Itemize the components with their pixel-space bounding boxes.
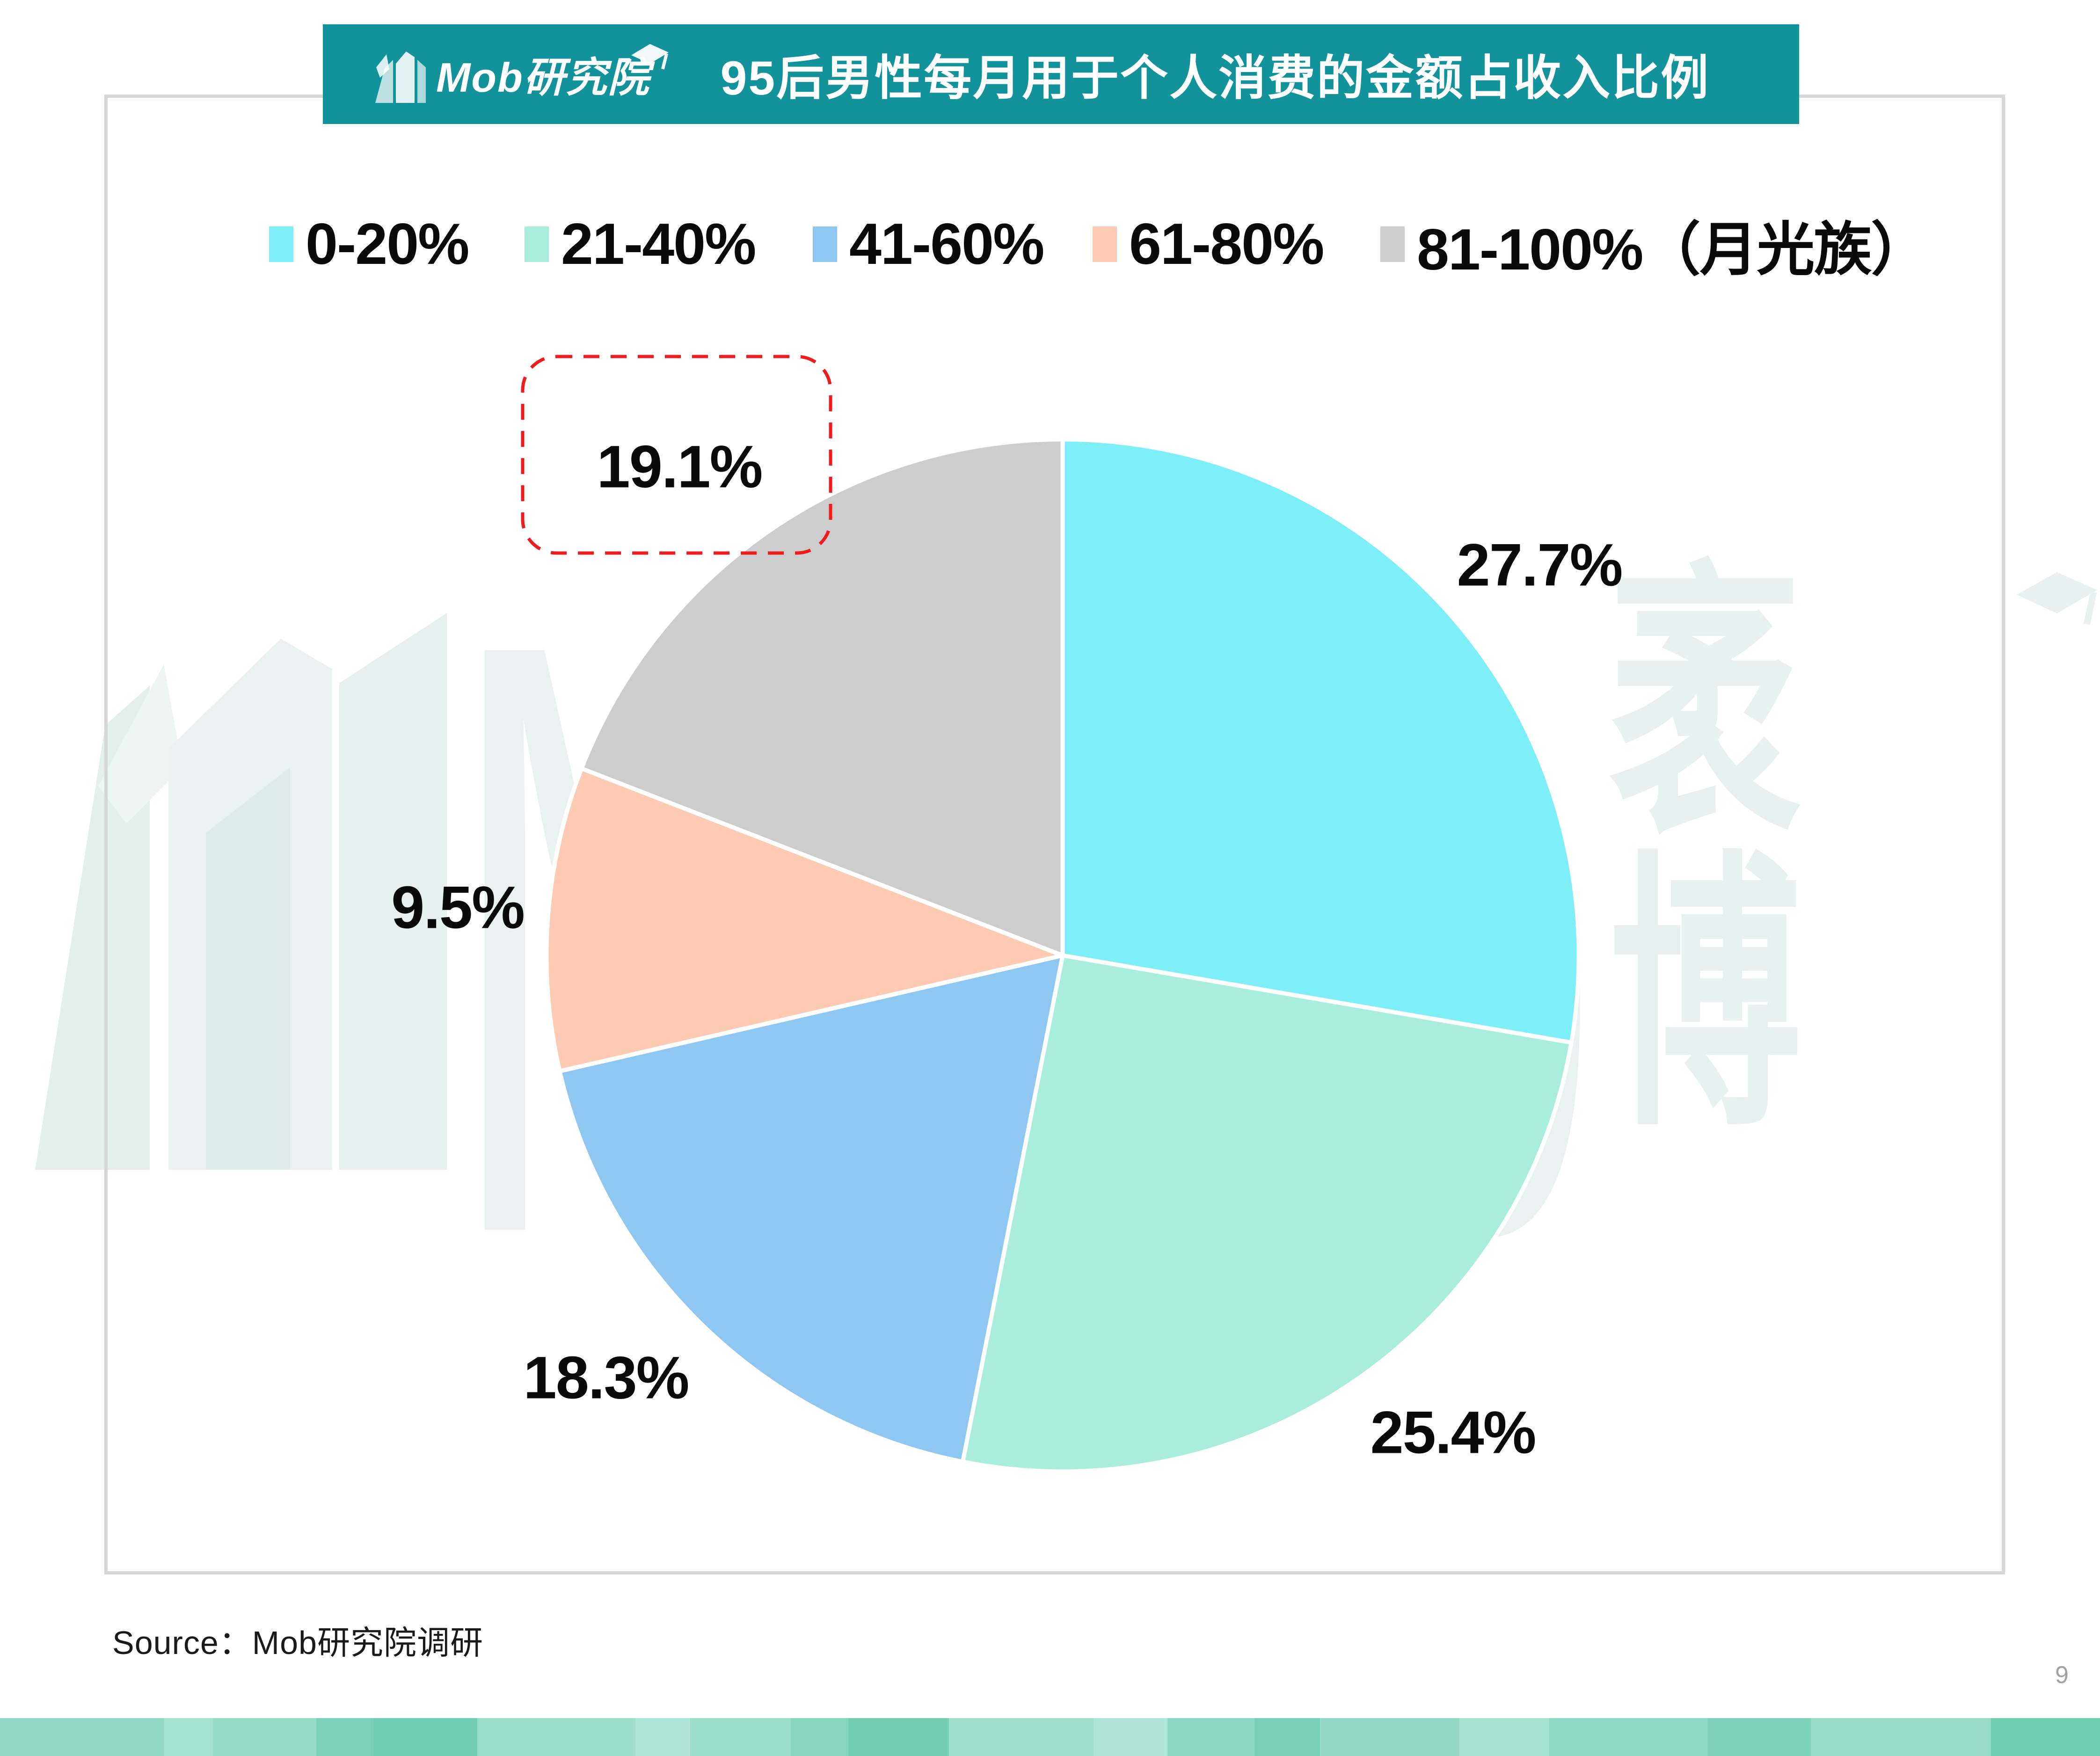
strip-band xyxy=(1549,1718,1707,1756)
strip-band xyxy=(848,1718,949,1756)
strip-band xyxy=(1707,1718,1811,1756)
mob-logo: Mob研究院 xyxy=(374,43,669,105)
strip-band xyxy=(1459,1718,1549,1756)
legend-swatch xyxy=(1093,226,1117,262)
strip-band xyxy=(212,1718,317,1756)
header-banner: Mob研究院 95后男性每月用于个人消费的金额占收入比例 xyxy=(323,24,1799,124)
legend-label: 21-40% xyxy=(561,212,756,277)
slice-label-81-100: 19.1% xyxy=(597,433,763,501)
highlight-box xyxy=(521,355,832,555)
logo-text: Mob研究院 xyxy=(436,54,650,101)
pie-slice-0-20% xyxy=(1060,437,1581,1045)
strip-band xyxy=(373,1718,478,1756)
strip-band xyxy=(0,1718,164,1756)
strip-band xyxy=(163,1718,213,1756)
strip-band xyxy=(1167,1718,1255,1756)
legend-item-0-20: 0-20% xyxy=(269,211,469,277)
legend-swatch xyxy=(525,226,549,262)
source-note: Source：Mob研究院调研 xyxy=(112,1625,483,1661)
legend-label: 41-60% xyxy=(849,212,1044,277)
pie-slice-81-100%（月光族） xyxy=(579,437,1065,958)
slice-label-61-80: 9.5% xyxy=(391,874,525,941)
legend-swatch xyxy=(813,226,837,262)
strip-band xyxy=(1254,1718,1320,1756)
legend-item-81-100: 81-100%（月光族） xyxy=(1380,211,1929,282)
slice-label-21-40: 25.4% xyxy=(1370,1399,1537,1466)
strip-band xyxy=(1094,1718,1167,1756)
footer-strip xyxy=(0,1718,2100,1756)
legend-item-41-60: 41-60% xyxy=(813,211,1044,277)
pie-slice-41-60% xyxy=(557,953,1065,1464)
strip-band xyxy=(316,1718,374,1756)
slice-label-41-60: 18.3% xyxy=(523,1344,690,1412)
pie-slice-61-80% xyxy=(544,766,1065,1073)
legend-item-61-80: 61-80% xyxy=(1093,211,1324,277)
strip-band xyxy=(1991,1718,2100,1756)
slice-label-0-20: 27.7% xyxy=(1457,532,1623,599)
strip-band xyxy=(690,1718,791,1756)
page-number: 9 xyxy=(2055,1661,2069,1689)
strip-band xyxy=(1320,1718,1459,1756)
strip-band xyxy=(477,1718,636,1756)
legend-label: 0-20% xyxy=(306,212,469,277)
strip-band xyxy=(949,1718,1094,1756)
strip-band xyxy=(1811,1718,1991,1756)
legend-item-21-40: 21-40% xyxy=(525,211,756,277)
slide-title: 95后男性每月用于个人消费的金额占收入比例 xyxy=(720,51,1710,105)
legend-swatch xyxy=(269,226,293,262)
pie-slices xyxy=(544,437,1581,1474)
strip-band xyxy=(635,1718,690,1756)
legend-swatch xyxy=(1380,226,1405,262)
strip-band xyxy=(791,1718,848,1756)
pie-slice-21-40% xyxy=(961,953,1574,1474)
legend-label: 61-80% xyxy=(1129,212,1324,277)
legend-label: 81-100%（月光族） xyxy=(1417,218,1929,282)
graduation-cap-icon xyxy=(629,41,671,76)
building-icon xyxy=(374,43,427,105)
